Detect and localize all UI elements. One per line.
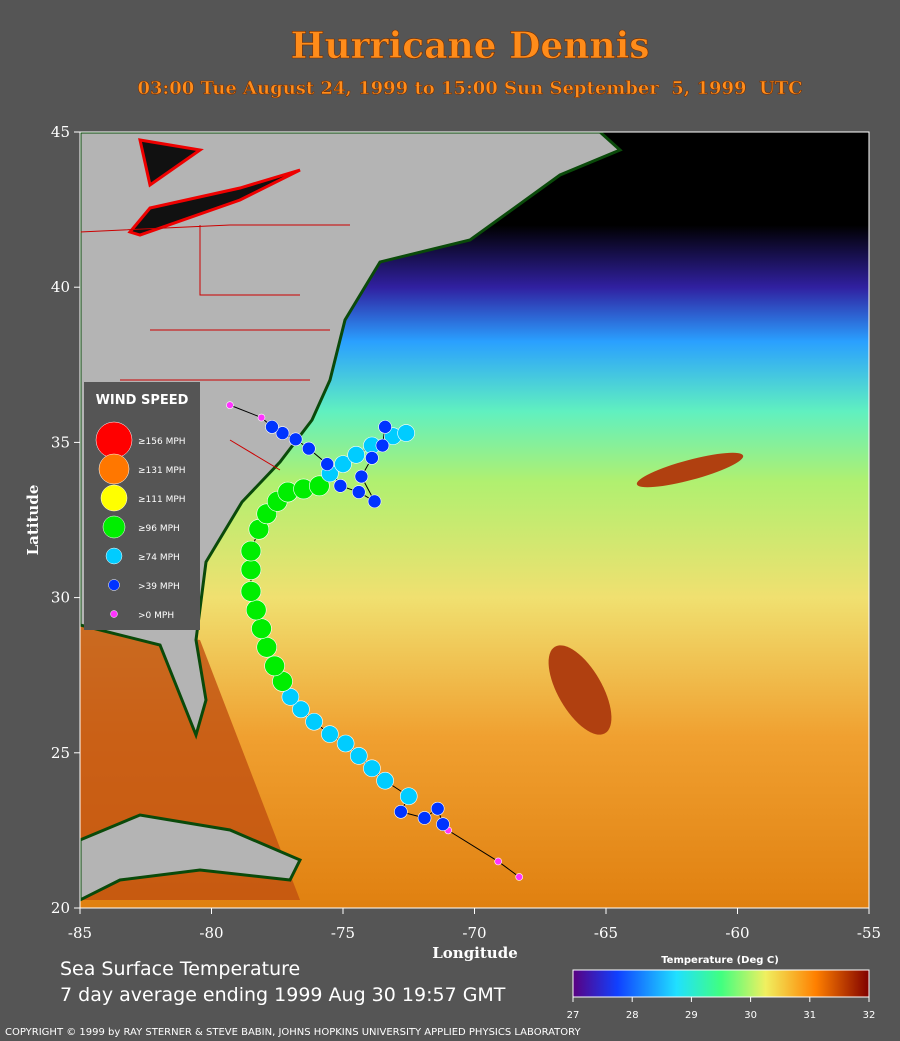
track-point [251, 618, 272, 639]
track-point [240, 581, 262, 602]
track-point [336, 734, 355, 753]
track-point [399, 787, 418, 806]
track-point [245, 599, 267, 621]
legend-marker [105, 547, 123, 565]
track-point [240, 559, 262, 580]
colorbar-title: Temperature (Deg C) [661, 955, 779, 966]
legend-marker [98, 453, 130, 485]
track-point [494, 857, 502, 866]
track-point [305, 712, 323, 731]
land [80, 813, 303, 902]
legend-label: ≥74 MPH [138, 553, 180, 563]
legend-label: >39 MPH [138, 582, 180, 592]
copyright: COPYRIGHT © 1999 by RAY STERNER & STEVE … [5, 1027, 581, 1038]
subtitle: 03:00 Tue August 24, 1999 to 15:00 Sun S… [138, 78, 803, 99]
track-point [347, 446, 365, 464]
track-point [320, 457, 335, 471]
legend-label: >0 MPH [138, 611, 174, 621]
title: Hurricane Dennis [290, 25, 649, 67]
legend-marker [100, 484, 128, 512]
track-point [334, 455, 352, 473]
track-point [256, 636, 278, 658]
track-point [257, 413, 266, 422]
map-area [80, 132, 869, 908]
track-point [376, 771, 394, 790]
legend-title: WIND SPEED [96, 393, 189, 408]
track-point [240, 540, 262, 562]
legend-label: ≥96 MPH [138, 524, 180, 534]
y-tick-label: 25 [51, 744, 70, 762]
land [80, 132, 623, 740]
legend-label: ≥156 MPH [138, 437, 186, 447]
x-tick-label: -85 [68, 924, 92, 942]
warm-patch [636, 452, 744, 488]
track-point [333, 479, 348, 493]
legend-marker [110, 610, 118, 618]
colorbar-tick-label: 28 [626, 1010, 639, 1021]
track-point [417, 811, 432, 825]
track-point [292, 700, 310, 719]
legend-marker [108, 579, 120, 591]
legend-marker [102, 515, 126, 539]
track-point [281, 688, 300, 706]
track-point [226, 401, 234, 409]
legend [84, 382, 200, 630]
caption: Sea Surface Temperature [60, 958, 300, 980]
colorbar-tick-label: 31 [803, 1010, 816, 1021]
track-point [375, 438, 390, 453]
track-point [365, 451, 379, 465]
y-tick-label: 35 [51, 433, 70, 451]
track-point [349, 747, 368, 765]
x-tick-label: -70 [462, 924, 486, 942]
track-point [397, 424, 415, 442]
track-point [275, 426, 290, 440]
track-point [378, 420, 392, 434]
x-tick-label: -75 [331, 924, 355, 942]
colorbar-tick-label: 27 [567, 1010, 580, 1021]
track-point [321, 725, 339, 743]
colorbar [572, 969, 870, 998]
warm-patch [548, 645, 612, 735]
colorbar-tick-label: 32 [863, 1010, 876, 1021]
track-point [436, 817, 450, 831]
colorbar-tick-label: 29 [685, 1010, 698, 1021]
legend-label: ≥131 MPH [138, 466, 186, 476]
track-point [351, 485, 366, 499]
track-point [302, 441, 316, 456]
legend-marker [95, 421, 133, 459]
track-point [354, 469, 369, 484]
track-point [363, 759, 381, 778]
track-point [309, 475, 330, 497]
y-tick-label: 45 [51, 123, 70, 141]
y-tick-label: 30 [51, 589, 70, 607]
track-point [265, 420, 279, 434]
x-tick-label: -60 [725, 924, 749, 942]
track-point [367, 494, 382, 509]
y-tick-label: 20 [51, 899, 70, 917]
y-tick-label: 40 [51, 278, 70, 296]
lakes [127, 138, 301, 237]
track-point [264, 655, 285, 677]
caption: 7 day average ending 1999 Aug 30 19:57 G… [60, 984, 506, 1006]
x-tick-label: -55 [857, 924, 881, 942]
x-tick-label: -65 [594, 924, 618, 942]
x-tick-label: -80 [199, 924, 223, 942]
borders [80, 224, 350, 471]
track-point [515, 873, 524, 881]
track-point [430, 801, 445, 816]
track-point [288, 432, 303, 447]
colorbar-tick-label: 30 [744, 1010, 757, 1021]
track-point [394, 804, 408, 819]
x-axis-label: Longitude [432, 944, 518, 962]
y-axis-label: Latitude [24, 485, 42, 556]
legend-label: ≥111 MPH [138, 495, 186, 505]
